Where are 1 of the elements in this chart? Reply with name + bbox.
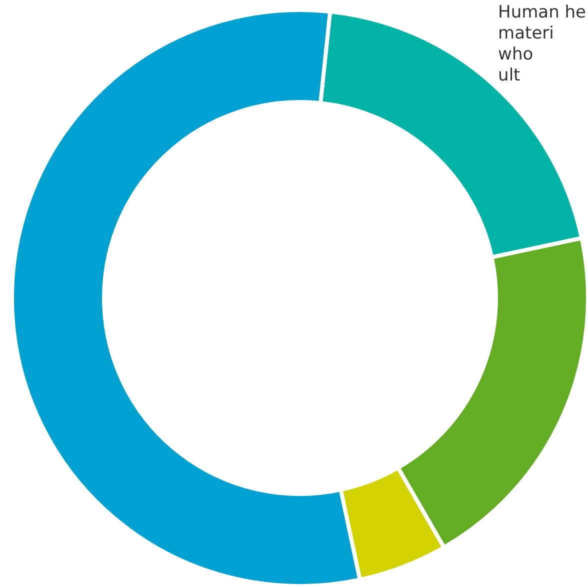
- text: Human he materi who ult: [498, 2, 586, 86]
